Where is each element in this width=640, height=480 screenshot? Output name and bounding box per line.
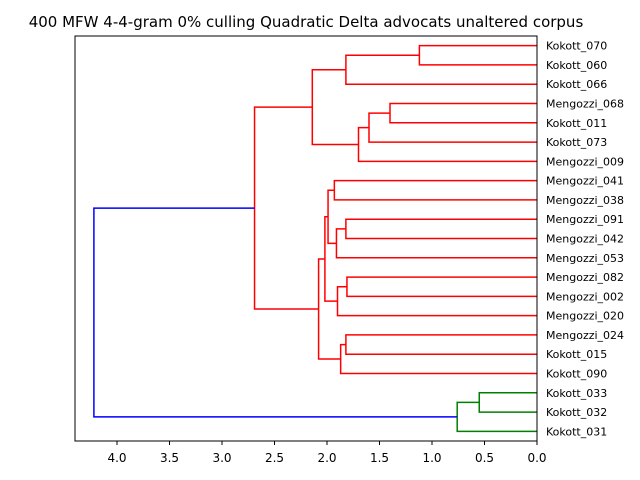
leaf-label: Mengozzi_053 bbox=[546, 252, 624, 265]
dendrogram-link-n1 bbox=[418, 44, 537, 66]
dendrogram-link-n10 bbox=[327, 189, 337, 245]
dendrogram-link-n19 bbox=[456, 401, 537, 433]
plot-frame bbox=[74, 35, 538, 442]
dendrogram-link-n17 bbox=[253, 106, 319, 310]
x-tick-label: 3.5 bbox=[160, 451, 179, 465]
dendrogram-link-n11 bbox=[346, 276, 537, 298]
x-tick-label: 2.5 bbox=[265, 451, 284, 465]
dendrogram-link-n5 bbox=[357, 126, 537, 163]
dendrogram-link-n12 bbox=[336, 285, 537, 317]
chart-title: 400 MFW 4-4-gram 0% culling Quadratic De… bbox=[29, 13, 584, 31]
x-tick-label: 0.5 bbox=[475, 451, 494, 465]
leaf-label: Kokott_066 bbox=[546, 78, 607, 91]
dendrogram-links bbox=[93, 44, 537, 433]
leaf-label: Kokott_073 bbox=[546, 136, 607, 149]
dendrogram-link-n4 bbox=[368, 112, 537, 143]
leaf-label: Mengozzi_082 bbox=[546, 271, 624, 284]
leaf-label: Kokott_090 bbox=[546, 368, 607, 381]
dendrogram-link-n2 bbox=[345, 54, 537, 85]
leaf-label: Mengozzi_068 bbox=[546, 98, 624, 111]
dendrogram-link-n7 bbox=[333, 179, 537, 201]
leaf-label: Kokott_031 bbox=[546, 425, 607, 438]
leaf-label: Mengozzi_009 bbox=[546, 155, 624, 168]
dendrogram-link-n15 bbox=[339, 343, 537, 375]
leaf-label: Kokott_033 bbox=[546, 387, 607, 400]
x-tick-label: 1.0 bbox=[422, 451, 441, 465]
x-tick-label: 0.0 bbox=[527, 451, 546, 465]
leaf-label: Mengozzi_024 bbox=[546, 329, 624, 342]
x-tick-label: 3.0 bbox=[212, 451, 231, 465]
leaf-label: Mengozzi_038 bbox=[546, 194, 624, 207]
leaf-label: Kokott_060 bbox=[546, 59, 607, 72]
leaf-label: Kokott_015 bbox=[546, 348, 607, 361]
x-tick-label: 2.0 bbox=[317, 451, 336, 465]
leaf-label: Mengozzi_020 bbox=[546, 310, 624, 323]
x-tick-label: 1.5 bbox=[370, 451, 389, 465]
dendrogram-link-n9 bbox=[335, 228, 537, 259]
leaf-label: Kokott_070 bbox=[546, 40, 607, 53]
dendrogram-link-n6 bbox=[311, 69, 359, 146]
x-axis: 4.0 3.5 3.0 2.5 2.0 1.5 1.0 0.5 0.0 bbox=[107, 441, 547, 465]
dendrogram-link-n14 bbox=[345, 334, 537, 355]
leaf-label: Mengozzi_041 bbox=[546, 175, 624, 188]
leaf-label: Mengozzi_042 bbox=[546, 233, 624, 246]
dendrogram-link-n8 bbox=[345, 218, 537, 240]
dendrogram-link-n18 bbox=[478, 392, 537, 413]
dendrogram-link-n20 bbox=[93, 207, 458, 418]
leaf-label: Mengozzi_091 bbox=[546, 213, 624, 226]
leaf-labels: Kokott_070 Kokott_060 Kokott_066 Mengozzi_0… bbox=[546, 40, 624, 439]
dendrogram-link-n13 bbox=[324, 216, 338, 302]
x-tick-label: 4.0 bbox=[107, 451, 126, 465]
dendrogram-link-n3 bbox=[389, 102, 537, 124]
leaf-label: Kokott_032 bbox=[546, 406, 607, 419]
leaf-label: Kokott_011 bbox=[546, 117, 607, 130]
leaf-label: Mengozzi_002 bbox=[546, 290, 624, 303]
